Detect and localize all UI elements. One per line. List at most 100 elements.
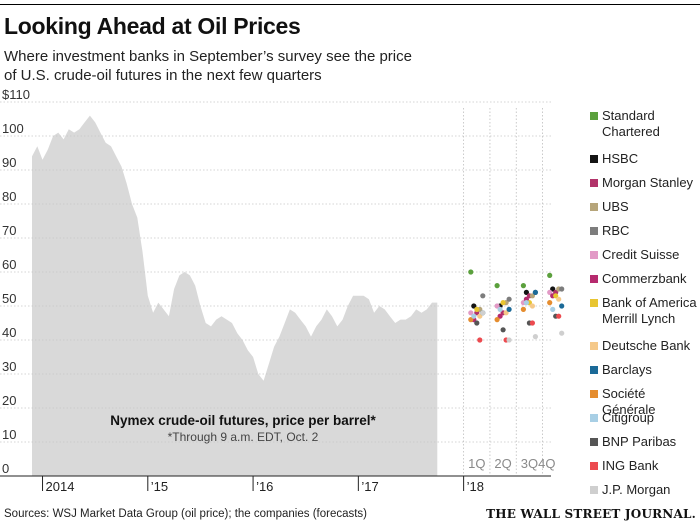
legend-label: Standard — [602, 108, 655, 123]
legend-label: BNP Paribas — [602, 434, 677, 449]
publisher-brand: THE WALL STREET JOURNAL. — [486, 507, 696, 521]
x-tick-label: ’16 — [256, 479, 273, 494]
legend-item: Credit Suisse — [588, 247, 700, 263]
y-tick-label: 60 — [2, 257, 16, 272]
y-tick-label: 50 — [2, 291, 16, 306]
annotation-footnote: *Through 9 a.m. EDT, Oct. 2 — [167, 430, 319, 444]
subtitle-line-1: Where investment banks in September’s su… — [4, 48, 412, 65]
quarter-label-3Q: 3Q — [521, 456, 538, 471]
quarter-label-2Q: 2Q — [494, 456, 511, 471]
forecast-dot — [503, 310, 509, 316]
forecast-dot — [506, 306, 512, 312]
legend-swatch — [590, 203, 598, 211]
legend-label: Société Générale — [602, 386, 656, 417]
forecast-dot — [556, 296, 562, 302]
y-tick-label: 70 — [2, 223, 16, 238]
quarter-label-4Q: 4Q — [538, 456, 555, 471]
forecast-dot — [529, 293, 536, 299]
forecast-dot — [506, 337, 512, 343]
legend-item: ING Bank — [588, 458, 700, 474]
forecast-dot — [547, 300, 553, 306]
forecast-dot — [497, 306, 503, 312]
y-tick-label: 30 — [2, 359, 16, 374]
legend-label: Credit Suisse — [602, 247, 680, 262]
chart-title: Looking Ahead at Oil Prices — [4, 13, 301, 39]
legend-swatch — [590, 486, 598, 494]
forecast-dot — [494, 317, 500, 323]
chart-subtitle: Where investment banks in September’s su… — [4, 47, 424, 85]
x-tick-label: ’15 — [151, 479, 168, 494]
legend-label-line-2: Chartered — [602, 124, 660, 139]
forecast-dot — [520, 306, 527, 312]
legend-swatch — [590, 299, 598, 307]
forecast-dot — [529, 303, 536, 309]
forecast-dot — [547, 272, 553, 278]
forecast-dot — [474, 320, 480, 326]
legend-swatch — [590, 366, 598, 374]
forecast-dot — [494, 283, 500, 289]
y-tick-label: 80 — [2, 189, 16, 204]
legend-swatch — [590, 390, 598, 398]
legend-item: Société Générale — [588, 386, 700, 418]
legend-swatch — [590, 342, 598, 350]
forecast-dot — [550, 286, 556, 292]
y-tick-label: 20 — [2, 393, 16, 408]
top-rule — [0, 4, 700, 5]
legend-item: Bank of America Merrill Lynch — [588, 295, 700, 327]
legend-item: Commerzbank — [588, 271, 700, 287]
legend-item: J.P. Morgan — [588, 482, 700, 498]
legend-item: HSBC — [588, 151, 700, 167]
x-tick-label: ’17 — [361, 479, 378, 494]
legend-swatch — [590, 227, 598, 235]
forecast-dot — [480, 293, 486, 299]
legend-swatch — [590, 414, 598, 422]
legend-label: Bank of America — [602, 295, 697, 310]
y-tick-label: 90 — [2, 155, 16, 170]
forecast-dot — [532, 334, 539, 340]
forecast-dot — [471, 313, 477, 319]
legend-label: Barclays — [602, 362, 652, 377]
forecast-dot — [474, 306, 480, 312]
y-tick-label: $110 — [2, 87, 30, 102]
forecast-dot — [477, 313, 483, 319]
forecast-dot — [547, 289, 553, 295]
legend-label: Deutsche Bank — [602, 338, 691, 353]
legend-swatch — [590, 155, 598, 163]
legend-item: UBS — [588, 199, 700, 215]
forecast-dot — [497, 313, 503, 319]
legend-item: BNP Paribas — [588, 434, 700, 450]
forecast-dot — [523, 300, 530, 306]
legend-swatch — [590, 179, 598, 187]
forecast-dot — [559, 303, 565, 309]
forecast-dot — [494, 303, 500, 309]
legend-item: RBC — [588, 223, 700, 239]
x-tick-label: ’18 — [467, 479, 484, 494]
legend-swatch — [590, 275, 598, 283]
forecast-dot — [559, 286, 565, 292]
y-tick-label: 40 — [2, 325, 16, 340]
price-area — [32, 115, 438, 476]
legend-item: Deutsche Bank — [588, 338, 700, 354]
legend-label: Morgan Stanley — [602, 175, 694, 190]
subtitle-line-2: of U.S. crude-oil futures in the next fe… — [4, 67, 322, 84]
legend-label: RBC — [602, 223, 630, 238]
legend-label: Citigroup — [602, 410, 655, 425]
legend-label: UBS — [602, 199, 629, 214]
legend-swatch — [590, 438, 598, 446]
forecast-dot — [523, 289, 530, 295]
forecast-dot — [553, 293, 559, 299]
y-tick-label: 0 — [2, 461, 9, 476]
forecast-dot — [520, 283, 527, 289]
forecast-dot — [506, 296, 512, 302]
legend-item: Morgan Stanley — [588, 175, 700, 191]
legend-label: HSBC — [602, 151, 639, 166]
legend-label: J.P. Morgan — [602, 482, 671, 497]
quarter-label-1Q: 1Q — [468, 456, 485, 471]
forecast-dot — [468, 317, 474, 323]
legend-swatch — [590, 462, 598, 470]
price-annotation: Nymex crude-oil futures, price per barre… — [100, 412, 386, 445]
forecast-dot — [471, 303, 477, 309]
legend-item: Citigroup — [588, 410, 700, 426]
forecast-dot — [550, 306, 556, 312]
